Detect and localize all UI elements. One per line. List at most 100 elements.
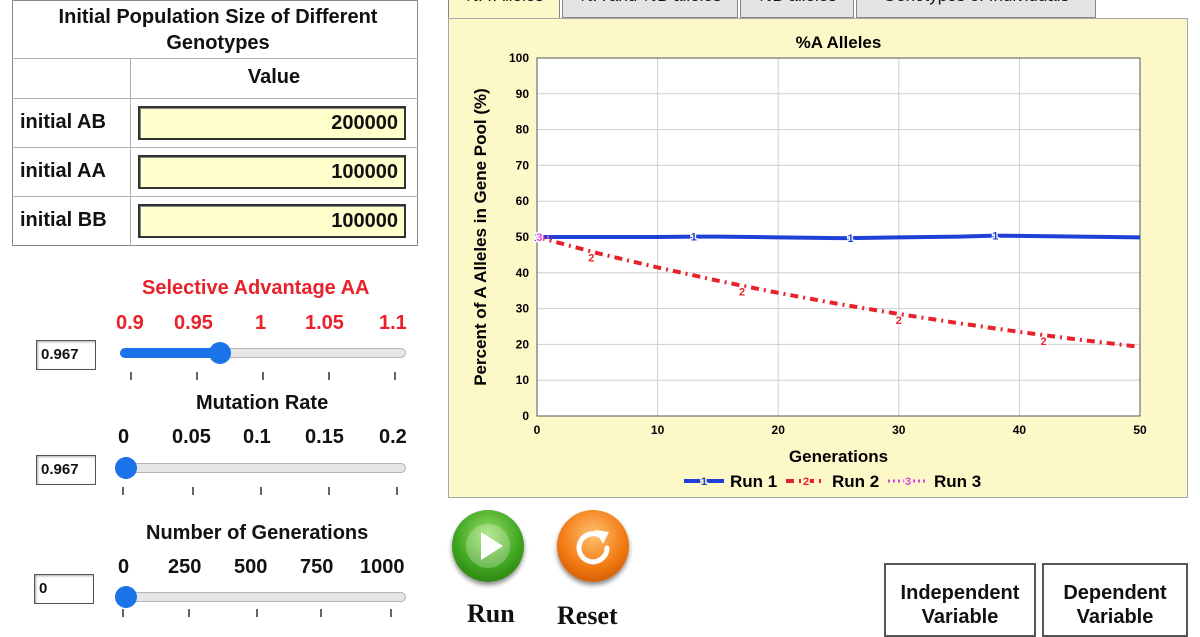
legend-marker: 3 bbox=[905, 476, 911, 488]
y-tick-label: 100 bbox=[509, 51, 529, 65]
slider-tick bbox=[390, 609, 392, 617]
tick-label: 250 bbox=[168, 556, 202, 578]
button-label-line2: Variable bbox=[1076, 606, 1154, 628]
legend-label: Run 1 bbox=[730, 472, 777, 491]
slider-tick bbox=[130, 372, 132, 380]
table-title-line1: Initial Population Size of Different bbox=[58, 6, 378, 28]
slider-tick bbox=[188, 609, 190, 617]
x-tick-label: 30 bbox=[892, 423, 906, 437]
series-marker: 2 bbox=[588, 252, 594, 264]
series-line-1 bbox=[537, 233, 1141, 241]
selective-advantage-title: Selective Advantage AA bbox=[142, 277, 370, 299]
table-divider bbox=[12, 98, 418, 99]
dependent-variable-button[interactable]: Dependent Variable bbox=[1042, 563, 1188, 637]
initial-bb-input[interactable]: 100000 bbox=[138, 204, 406, 238]
tick-label: 0 bbox=[118, 426, 130, 448]
button-label-line1: Dependent bbox=[1063, 582, 1167, 604]
y-tick-label: 40 bbox=[516, 266, 530, 280]
slider-tick bbox=[260, 487, 262, 495]
y-tick-label: 70 bbox=[516, 158, 530, 172]
table-column-divider bbox=[130, 58, 131, 246]
x-tick-label: 0 bbox=[534, 423, 541, 437]
slider-thumb[interactable] bbox=[209, 342, 231, 364]
mutation-rate-slider[interactable] bbox=[115, 457, 406, 479]
tick-label: 1 bbox=[255, 312, 267, 334]
series-marker: 2 bbox=[1040, 336, 1046, 348]
generations-slider[interactable] bbox=[115, 586, 406, 608]
row-label-initial-bb: initial BB bbox=[20, 209, 107, 231]
slider-thumb[interactable] bbox=[115, 457, 137, 479]
y-tick-label: 30 bbox=[516, 302, 530, 316]
tab-a-alleles[interactable]: %A Alleles bbox=[448, 0, 560, 18]
y-tick-label: 50 bbox=[516, 230, 530, 244]
initial-aa-input[interactable]: 100000 bbox=[138, 155, 406, 189]
run-button[interactable] bbox=[452, 510, 524, 582]
tick-label: 1.05 bbox=[305, 312, 344, 334]
generations-value-field[interactable]: 0 bbox=[34, 574, 94, 604]
tick-label: 0.9 bbox=[116, 312, 144, 334]
table-divider bbox=[12, 196, 418, 197]
table-title-line2: Genotypes bbox=[166, 32, 270, 54]
tick-label: 0.2 bbox=[379, 426, 407, 448]
series-line-2 bbox=[536, 235, 1141, 349]
allele-chart: 0 10 20 30 40 50 0 10 20 30 40 50 60 70 80 90 100 %A Alle… bbox=[471, 33, 1147, 491]
independent-variable-button[interactable]: Independent Variable bbox=[884, 563, 1036, 637]
slider-fill bbox=[120, 348, 220, 358]
slider-tick bbox=[328, 372, 330, 380]
tab-a-and-b-alleles[interactable]: %A and %B alleles bbox=[562, 0, 738, 18]
y-tick-label: 0 bbox=[522, 409, 529, 423]
x-tick-label: 10 bbox=[651, 423, 665, 437]
slider-tick bbox=[396, 487, 398, 495]
mutation-rate-title: Mutation Rate bbox=[196, 392, 329, 414]
slider-tick bbox=[192, 487, 194, 495]
tab-genotypes-of-individuals[interactable]: Genotypes of Individuals bbox=[856, 0, 1096, 18]
button-label-line2: Variable bbox=[921, 606, 999, 628]
mutation-rate-value-field[interactable]: 0.967 bbox=[36, 455, 96, 485]
tab-b-alleles[interactable]: %B alleles bbox=[740, 0, 854, 18]
generations-title: Number of Generations bbox=[146, 522, 369, 544]
tick-label: 0 bbox=[118, 556, 130, 578]
x-tick-label: 50 bbox=[1133, 423, 1147, 437]
series-marker: 1 bbox=[691, 232, 697, 244]
tick-label: 0.1 bbox=[243, 426, 271, 448]
button-label-line1: Independent bbox=[900, 582, 1020, 604]
y-tick-label: 20 bbox=[516, 337, 530, 351]
tick-label: 1.1 bbox=[379, 312, 407, 334]
x-tick-label: 40 bbox=[1013, 423, 1027, 437]
selective-advantage-value-field[interactable]: 0.967 bbox=[36, 340, 96, 370]
x-axis-label: Generations bbox=[789, 447, 888, 466]
tick-label: 0.15 bbox=[305, 426, 344, 448]
legend-label: Run 3 bbox=[934, 472, 981, 491]
reset-icon bbox=[576, 530, 610, 565]
tick-label: 0.05 bbox=[172, 426, 211, 448]
slider-tick bbox=[196, 372, 198, 380]
run-label: Run bbox=[467, 599, 515, 628]
slider-tick bbox=[122, 609, 124, 617]
initial-ab-input[interactable]: 200000 bbox=[138, 106, 406, 140]
row-label-initial-aa: initial AA bbox=[20, 160, 106, 182]
table-divider bbox=[12, 147, 418, 148]
table-divider bbox=[12, 58, 418, 59]
reset-button[interactable] bbox=[557, 510, 629, 582]
y-tick-label: 90 bbox=[516, 87, 530, 101]
selective-advantage-slider[interactable] bbox=[120, 342, 406, 364]
chart-title: %A Alleles bbox=[796, 33, 882, 52]
y-tick-label: 10 bbox=[516, 373, 530, 387]
series-marker: 1 bbox=[992, 231, 998, 243]
series-marker: 2 bbox=[739, 287, 745, 299]
series-marker: 2 bbox=[896, 315, 902, 327]
slider-thumb[interactable] bbox=[115, 586, 137, 608]
series-marker: 3 bbox=[536, 232, 542, 244]
slider-tick bbox=[262, 372, 264, 380]
legend-marker: 1 bbox=[701, 476, 707, 488]
tick-label: 1000 bbox=[360, 556, 405, 578]
tick-label: 0.95 bbox=[174, 312, 213, 334]
value-column-header: Value bbox=[247, 66, 301, 88]
y-tick-label: 60 bbox=[516, 194, 530, 208]
row-label-initial-ab: initial AB bbox=[20, 111, 106, 133]
slider-tick bbox=[122, 487, 124, 495]
reset-label: Reset bbox=[557, 601, 618, 630]
slider-tick bbox=[394, 372, 396, 380]
play-icon bbox=[466, 524, 510, 568]
tick-label: 750 bbox=[300, 556, 334, 578]
